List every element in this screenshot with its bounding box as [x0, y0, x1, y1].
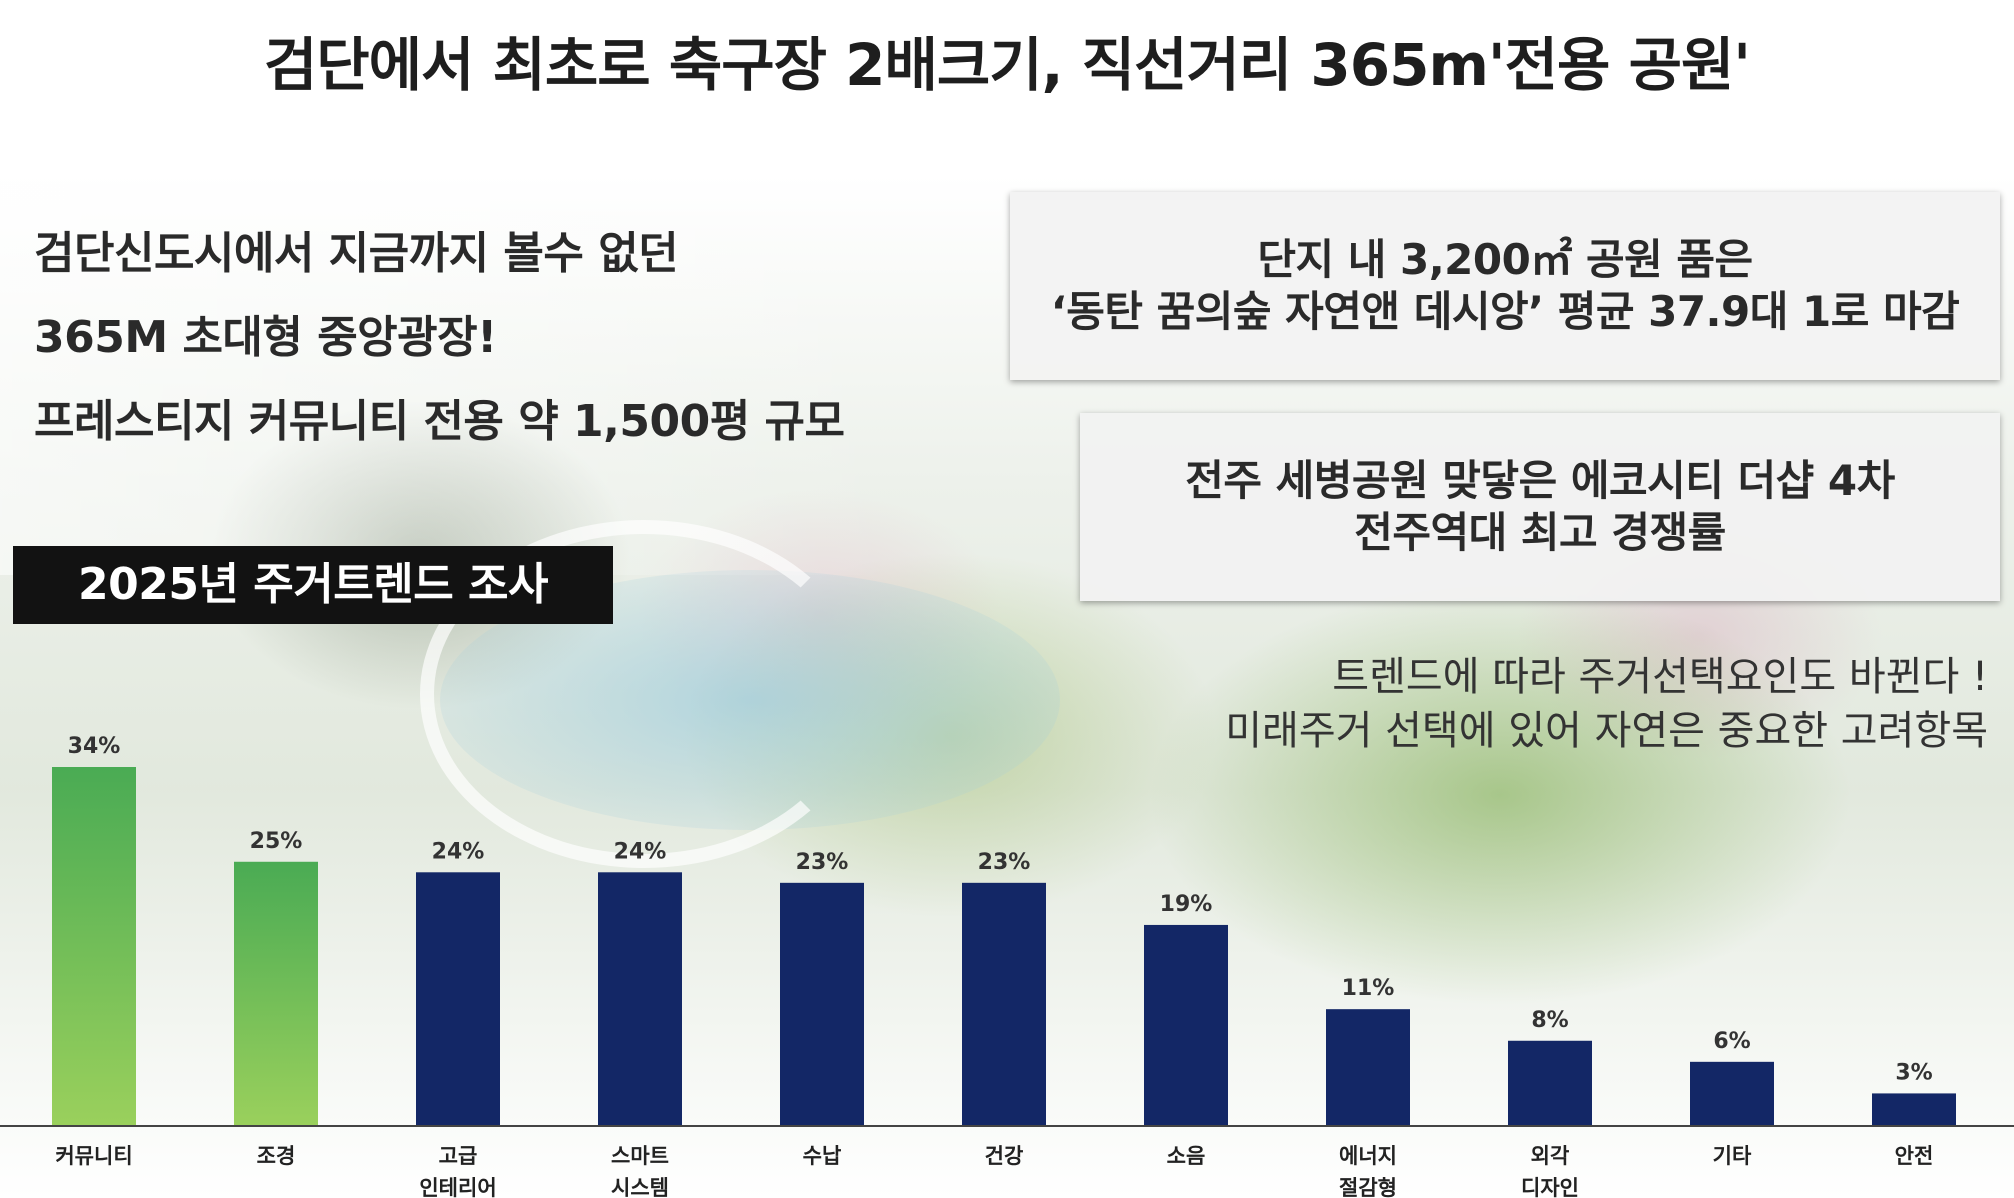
callout-1-line-2: ‘동탄 꿈의숲 자연앤 데시앙’ 평균 37.9대 1로 마감 [1050, 287, 1960, 336]
trend-line-2: 미래주거 선택에 있어 자연은 중요한 고려항목 [1225, 708, 1988, 754]
bar [1144, 924, 1228, 1125]
survey-title-label: 2025년 주거트렌드 조사 [13, 546, 613, 624]
trend-line-1: 트렌드에 따라 주거선택요인도 바뀐다 ! [1332, 654, 1988, 700]
bar [1326, 1009, 1410, 1125]
bar-value-label: 34% [68, 734, 121, 759]
category-label: 시스템 [611, 1176, 669, 1198]
bar-value-label: 6% [1713, 1029, 1750, 1054]
bar-value-label: 23% [978, 850, 1031, 875]
bar-value-label: 3% [1895, 1060, 1932, 1085]
category-label: 인테리어 [419, 1176, 496, 1198]
intro-line-3: 프레스티지 커뮤니티 전용 약 1,500평 규모 [34, 396, 845, 447]
callout-box-dongtan: 단지 내 3,200㎡ 공원 품은 ‘동탄 꿈의숲 자연앤 데시앙’ 평균 37… [1010, 192, 2000, 380]
bar [1690, 1061, 1774, 1125]
bar-value-label: 19% [1160, 892, 1213, 917]
intro-line-2: 365M 초대형 중앙광장! [34, 312, 497, 363]
bar-value-label: 24% [614, 839, 667, 864]
intro-line-1: 검단신도시에서 지금까지 볼수 없던 [34, 228, 679, 279]
category-label: 고급 [439, 1144, 478, 1168]
callout-2-line-1: 전주 세병공원 맞닿은 에코시티 더샵 4차 [1185, 456, 1895, 505]
category-label: 에너지 [1339, 1144, 1397, 1168]
category-label: 스마트 [611, 1144, 669, 1168]
bar [598, 872, 682, 1125]
bar [1508, 1040, 1592, 1125]
bar [780, 882, 864, 1125]
page-headline: 검단에서 최초로 축구장 2배크기, 직선거리 365m'전용 공원' [263, 31, 1751, 99]
callout-1-line-1: 단지 내 3,200㎡ 공원 품은 [1257, 235, 1753, 284]
bar-value-label: 23% [796, 850, 849, 875]
category-label: 디자인 [1521, 1176, 1579, 1198]
bar [52, 767, 136, 1125]
category-label: 조경 [257, 1144, 296, 1168]
callout-box-jeonju: 전주 세병공원 맞닿은 에코시티 더샵 4차 전주역대 최고 경쟁률 [1080, 413, 2000, 601]
bar [234, 861, 318, 1125]
bar-value-label: 11% [1342, 976, 1395, 1001]
category-label: 외각 [1531, 1144, 1570, 1168]
bar [416, 872, 500, 1125]
background-fade [0, 175, 900, 575]
category-label: 절감형 [1339, 1176, 1397, 1198]
trend-text: 트렌드에 따라 주거선택요인도 바뀐다 ! 미래주거 선택에 있어 자연은 중요… [1225, 650, 1988, 758]
intro-text-block: 검단신도시에서 지금까지 볼수 없던 365M 초대형 중앙광장! 프레스티지 … [34, 212, 845, 464]
category-label: 건강 [985, 1144, 1024, 1168]
category-label: 소음 [1167, 1144, 1206, 1168]
callout-2-line-2: 전주역대 최고 경쟁률 [1354, 508, 1726, 557]
bar-value-label: 24% [432, 839, 485, 864]
category-label: 수납 [803, 1144, 842, 1168]
category-label: 기타 [1713, 1144, 1752, 1168]
category-label: 안전 [1895, 1144, 1934, 1168]
category-label: 커뮤니티 [55, 1144, 132, 1168]
bar [1872, 1093, 1956, 1125]
bar [962, 882, 1046, 1125]
bar-value-label: 8% [1531, 1008, 1568, 1033]
bar-value-label: 25% [250, 829, 303, 854]
